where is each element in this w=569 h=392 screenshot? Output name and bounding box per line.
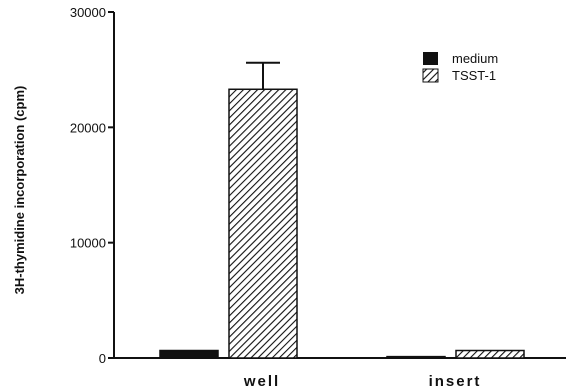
y-axis-label: 3H-thymidine incorporation (cpm) [12, 86, 27, 295]
y-ticks: 0 10000 20000 30000 [70, 5, 114, 366]
legend: medium TSST-1 [422, 51, 498, 83]
y-tick-label: 20000 [70, 120, 106, 135]
bar-insert-tsst1 [455, 349, 525, 359]
x-tick-label: well [243, 373, 280, 390]
y-tick-label: 30000 [70, 5, 106, 20]
legend-swatch-tsst1 [422, 68, 439, 83]
legend-swatch-medium [423, 52, 438, 65]
y-tick-label: 0 [99, 351, 106, 366]
bar-insert-medium [386, 355, 446, 359]
bar-well-tsst1 [228, 88, 298, 359]
bar-well-medium [159, 349, 219, 359]
legend-label-tsst1: TSST-1 [452, 68, 496, 83]
x-tick-label: insert [429, 373, 482, 390]
x-labels: well insert [243, 373, 482, 390]
bars [159, 61, 525, 359]
legend-label-medium: medium [452, 51, 498, 66]
y-tick-label: 10000 [70, 236, 106, 251]
